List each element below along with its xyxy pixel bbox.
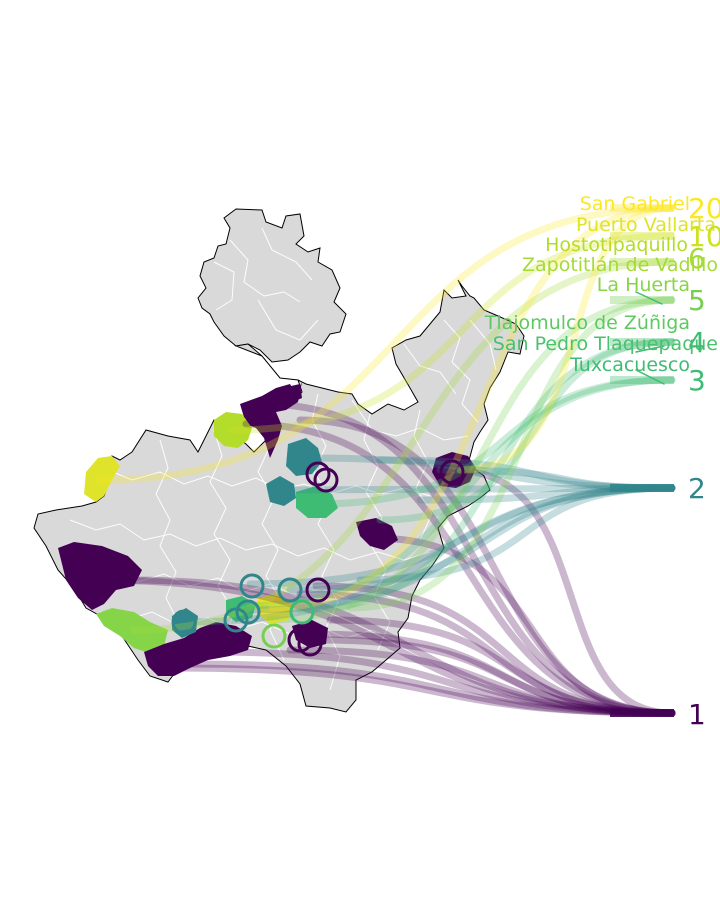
muni-level10-north [214,412,252,448]
origin-circle-4 [305,577,331,603]
flow-line-l34-0 [312,376,676,508]
muni-level6-coast [96,608,168,652]
flow-line-l1-0 [242,420,676,717]
scale-label-1: 1 [688,698,706,731]
flow-line-l20-2 [456,204,676,474]
place-labels: San Gabriel Puerto Vallarta Hostotipaqui… [484,193,718,376]
flow-line-l20-1 [268,204,676,612]
flow-line-l5-1 [346,296,676,612]
flow-terminal-l10 [610,232,674,240]
flow-line-l6-0 [130,258,676,634]
flow-line-l1-13 [326,616,676,717]
flow-line-l2-2 [180,484,676,626]
origin-circle-5 [287,627,313,653]
label-tlajomulco: Tlajomulco de Zúñiga [484,312,690,334]
scale-label-4: 4 [688,326,706,359]
label-tuxcacuesco: Tuxcacuesco [569,354,690,376]
origin-circle-12 [223,607,249,633]
origin-circle-7 [277,577,303,603]
muni-level20-south [258,594,292,624]
muni-level20-west [84,456,120,502]
origin-circles [171,459,465,657]
state-north-lobe [197,208,347,363]
flow-terminal-l3 [610,376,674,384]
flow-line-l1-2 [168,664,676,717]
flow-line-l1-8 [92,576,676,717]
scale-labels: 20 10 6 5 4 3 2 1 [688,192,720,731]
flow-terminal-l4 [610,338,674,346]
muni-level3-center [296,486,338,518]
muni-level1-east [356,518,398,550]
origin-circle-0 [313,467,339,493]
origin-circle-9 [171,609,197,635]
flow-terminal-l1 [610,709,674,717]
label-la-huerta: La Huerta [597,274,690,296]
label-leader-line-0 [635,291,663,305]
label-puerto-vallarta: Puerto Vallarta [576,214,716,236]
flow-line-l34-3 [376,338,676,524]
flow-line-l1-6 [316,636,676,717]
flow-line-l5-0 [266,296,676,624]
flow-line-l2-0 [296,454,676,492]
muni-level1-south [144,622,252,676]
flow-line-l20-0 [96,204,676,484]
flow-line-l34-1 [296,338,676,614]
flow-line-l1-9 [126,576,676,717]
origin-circle-6 [239,573,265,599]
flow-line-l2-4 [286,484,676,594]
flow-line-l1-10 [296,590,676,717]
muni-level2-center [286,438,322,476]
flow-terminal-l5 [610,296,674,304]
flow-line-l1-1 [258,400,676,717]
flow-line-l1-3 [186,660,676,717]
flow-terminal-l20 [610,204,674,212]
label-leader-line-1 [635,345,665,353]
scale-label-10: 10 [688,220,720,253]
flow-line-l34-2 [236,376,676,610]
highlighted-municipalities [58,382,476,676]
flow-terminal-l2 [610,484,674,492]
flow-line-l1-5 [308,630,676,717]
flow-line-l1-11 [312,582,676,717]
muni-level2-center-b [266,476,296,506]
flow-line-l1-14 [448,466,676,717]
label-zapotitlan: Zapotitlán de Vadillo [522,254,718,276]
flow-line-l2-1 [274,484,676,494]
flow-line-l10-0 [228,232,676,434]
muni-level1-coast [58,542,142,610]
scale-label-2: 2 [688,472,706,505]
label-hostotipaquillo: Hostotipaquillo [545,234,688,256]
scale-label-5: 5 [688,284,706,317]
label-leader-line-2 [635,369,665,385]
flow-line-l2-5 [242,484,676,614]
origin-circle-11 [261,623,287,649]
label-san-gabriel: San Gabriel [580,193,690,215]
flow-line-l2-7 [356,484,676,584]
flow-line-l1-15 [296,416,676,717]
origin-circle-10 [289,599,315,625]
label-san-pedro: San Pedro Tlaquepaque [493,333,718,355]
scale-label-3: 3 [688,364,706,397]
flow-lines [92,204,676,717]
origin-circle-2 [439,459,465,485]
flow-line-l1-7 [368,534,676,717]
flow-line-l2-3 [246,484,676,588]
muni-level1-northeast [258,384,302,404]
scale-label-20: 20 [688,192,720,225]
flow-terminal-l6 [610,258,674,266]
scale-label-6: 6 [688,242,706,275]
origin-circle-1 [305,461,331,487]
flow-line-l1-12 [286,646,676,717]
